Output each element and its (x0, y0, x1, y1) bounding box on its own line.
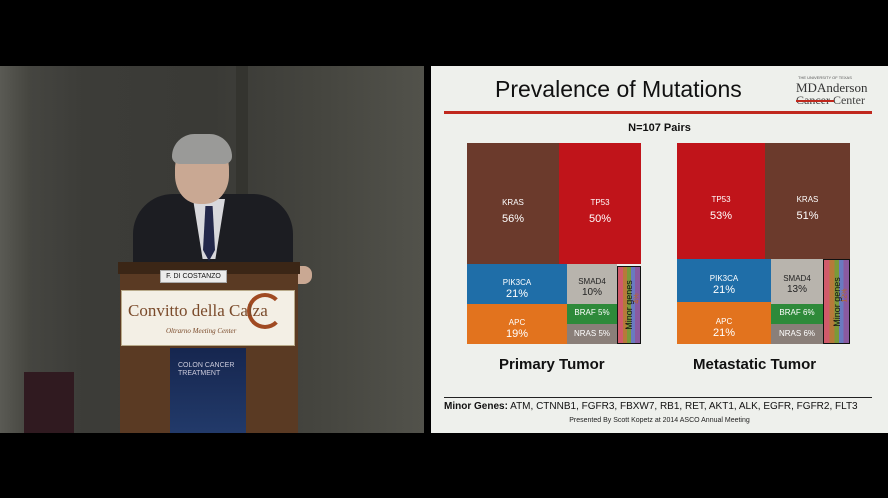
poster-text: COLON CANCER TREATMENT (178, 362, 235, 377)
speaker-video-panel: F. DI COSTANZO Convitto della Calza Oltr… (0, 66, 424, 433)
minor-genes-line: Minor Genes: ATM, CTNNB1, FGFR3, FBXW7, … (444, 397, 872, 412)
tile-gene: APC (715, 317, 733, 326)
podium-sign: Convitto della Calza Oltrarno Meeting Ce… (121, 290, 295, 346)
slide-title: Prevalence of Mutations (495, 76, 742, 102)
tile-pct: 6% (803, 329, 816, 338)
tile-gene: TP53 (590, 198, 610, 207)
minor-genes-pct: 4% (633, 293, 641, 304)
tile-primary-braf: BRAF 5% (567, 304, 617, 324)
minor-genes-label: Minor genes (831, 276, 842, 327)
tile-pct: 21% (712, 284, 736, 296)
video-frame: F. DI COSTANZO Convitto della Calza Oltr… (0, 66, 888, 433)
tile-primary-nras: NRAS 5% (567, 324, 617, 344)
sign-subtext: Oltrarno Meeting Center (166, 327, 237, 335)
speaker-hair (172, 134, 232, 164)
wall (0, 66, 30, 433)
tile-pct: 19% (505, 328, 529, 340)
tile-pct: 21% (712, 327, 736, 339)
tile-gene: PIK3CA (502, 278, 532, 287)
metastatic-tumor-caption: Metastatic Tumor (693, 356, 817, 373)
tile-pct: 5% (598, 308, 610, 317)
tile-gene: BRAF (779, 308, 801, 317)
speaker-tie (203, 206, 215, 261)
minor-genes-pct: 12% (841, 288, 849, 303)
primary-tumor-caption: Primary Tumor (499, 356, 605, 373)
tile-pct: 5% (598, 329, 611, 338)
tile-gene: BRAF (574, 308, 596, 317)
minor-genes-label: Minor genes (624, 280, 634, 330)
tile-pct: 50% (588, 213, 612, 225)
tile-gene: SMAD4 (578, 277, 606, 286)
tile-gene: SMAD4 (783, 274, 811, 283)
tile-met-smad4: SMAD4 13% (771, 259, 823, 304)
tile-label: NRAS 6% (771, 329, 823, 338)
minor-genes-heading: Minor Genes: (444, 401, 508, 412)
tile-met-minor-genes: Minor genes 12% (823, 259, 850, 344)
tile-primary-minor-genes: Minor genes 4% (617, 266, 641, 344)
speaker-name-plate: F. DI COSTANZO (160, 270, 227, 283)
podium-poster: COLON CANCER TREATMENT (170, 348, 246, 433)
tile-gene: KRAS (502, 198, 524, 207)
chair (24, 372, 74, 433)
tile-met-kras: KRAS 51% (765, 143, 850, 259)
tile-gene: NRAS (573, 329, 597, 338)
tile-pct: 56% (501, 213, 525, 225)
tile-primary-kras: KRAS 56% (467, 143, 559, 264)
tile-met-tp53: TP53 53% (677, 143, 765, 259)
tile-label: NRAS 5% (567, 329, 617, 338)
tile-gene: KRAS (796, 195, 819, 204)
logo-university-text: THE UNIVERSITY OF TEXAS (798, 75, 852, 80)
tile-pct: 13% (786, 284, 807, 295)
tile-met-nras: NRAS 6% (771, 324, 823, 344)
title-rule (444, 111, 872, 114)
tile-gene: NRAS (778, 329, 802, 338)
tile-primary-apc: APC 19% (467, 304, 567, 344)
sign-text: Convitto della Calza (128, 301, 268, 320)
tile-met-braf: BRAF 6% (771, 304, 823, 324)
tile-pct: 53% (709, 210, 733, 222)
logo-strike (796, 100, 834, 102)
presentation-slide: Prevalence of Mutations THE UNIVERSITY O… (431, 66, 888, 433)
sign-logo-c (247, 293, 283, 329)
tile-pct: 21% (505, 288, 529, 300)
logo-mdanderson: MDAnderson (796, 80, 868, 95)
slide-subtitle: N=107 Pairs (628, 122, 691, 134)
tile-primary-pik3ca: PIK3CA 21% (467, 264, 567, 304)
tile-gene: TP53 (711, 195, 731, 204)
tile-met-apc: APC 21% (677, 302, 771, 344)
tile-label: BRAF 6% (771, 308, 823, 317)
slide-footer: Presented By Scott Kopetz at 2014 ASCO A… (569, 417, 750, 424)
tile-pct: 51% (796, 210, 819, 222)
tile-met-pik3ca: PIK3CA 21% (677, 259, 771, 302)
minor-genes-list: ATM, CTNNB1, FGFR3, FBXW7, RB1, RET, AKT… (510, 401, 858, 412)
tile-gene: PIK3CA (709, 274, 739, 283)
tile-primary-tp53: TP53 50% (559, 143, 641, 264)
tile-label: BRAF 5% (567, 308, 617, 317)
tile-pct: 10% (581, 287, 602, 298)
tile-primary-smad4: SMAD4 10% (567, 264, 617, 304)
tile-gene: APC (508, 318, 526, 327)
tile-pct: 6% (803, 308, 815, 317)
